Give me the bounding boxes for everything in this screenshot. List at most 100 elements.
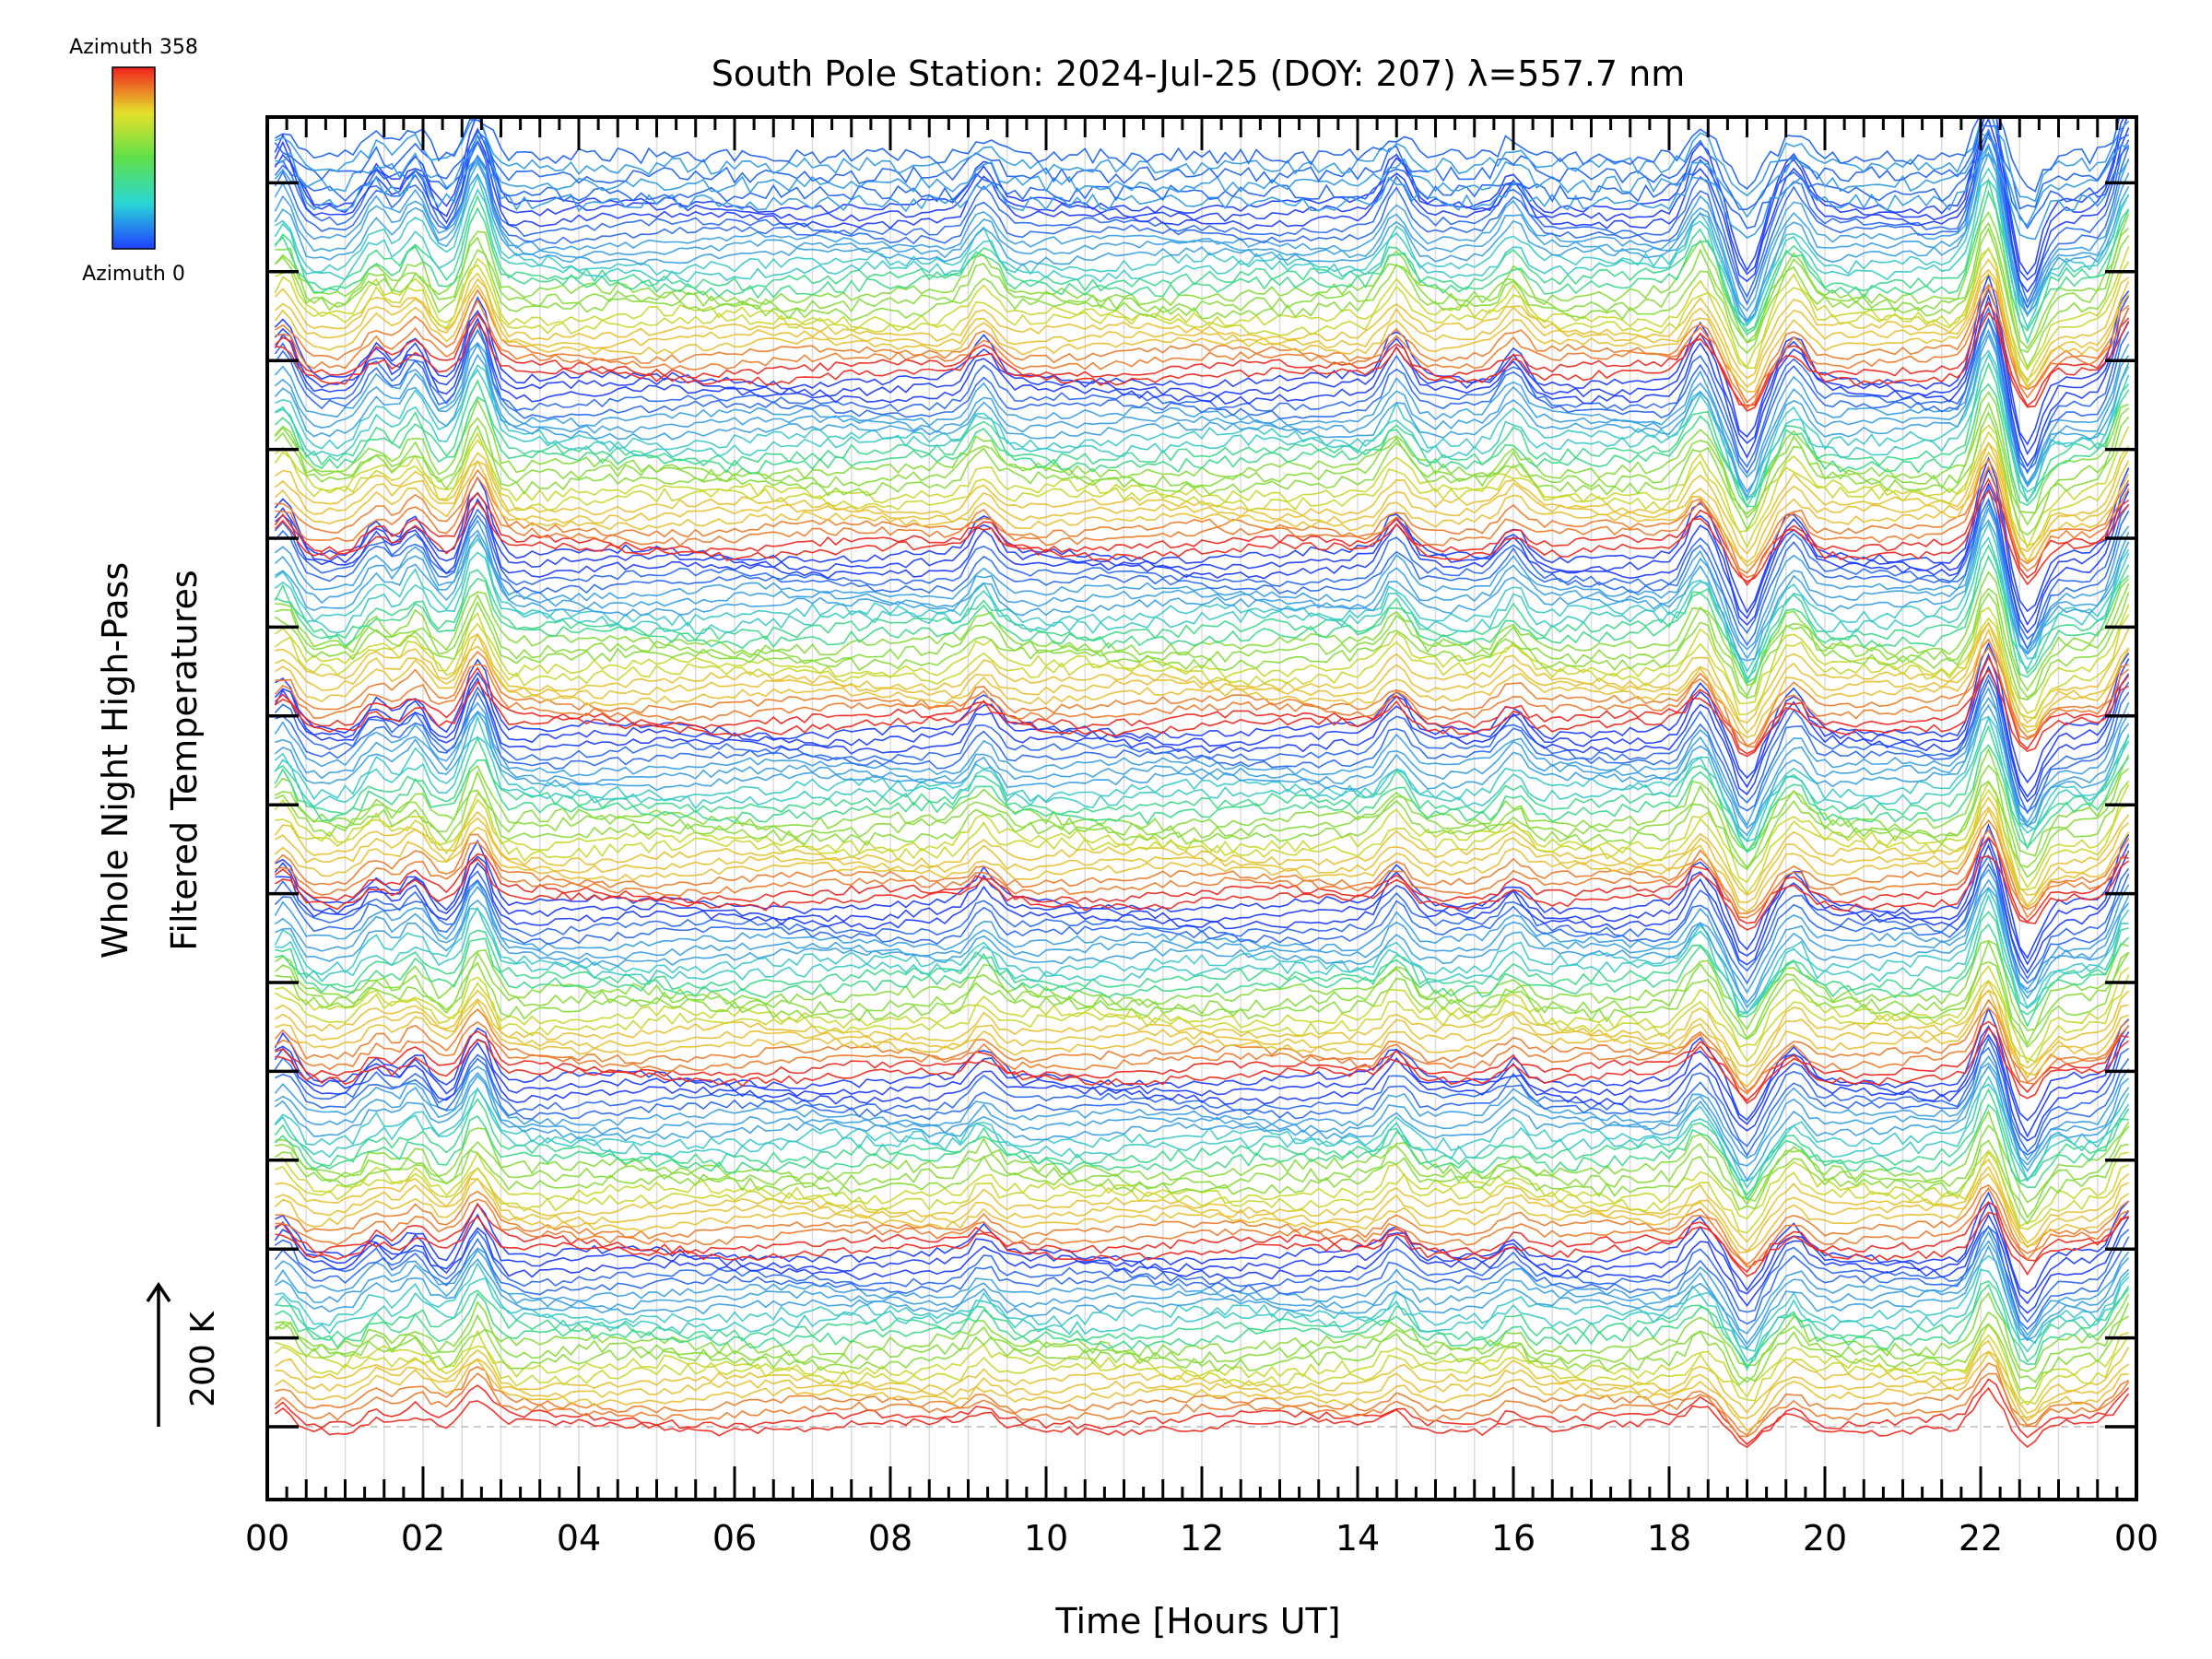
series-line [274,1088,2130,1196]
x-tick-label: 18 [1647,1518,1691,1559]
series-line [274,1103,2129,1202]
series-line [274,477,2130,586]
series-line [274,482,2130,634]
series-line [275,465,2130,579]
series-line [275,1186,2129,1268]
series-line [274,451,2130,568]
series-line [274,1054,2130,1161]
series-line [274,939,2130,1046]
series-line [274,144,2130,323]
series-line [274,177,2130,333]
series-line [275,1350,2130,1422]
series-line [274,1350,2129,1432]
series-line [274,1172,2130,1253]
series-line [274,714,2130,842]
series-line [274,747,2130,857]
series-line [275,1362,2129,1437]
series-line [275,285,2130,409]
series-line [275,117,2130,203]
series-line [274,744,2130,853]
series-line [274,486,2130,641]
series-line [275,843,2130,974]
series-line [275,638,2129,747]
series-line [274,189,2130,345]
series-line [274,152,2130,241]
series-line [274,853,2130,981]
x-tick-label: 16 [1491,1518,1535,1559]
series-line [274,441,2130,556]
x-tick-label: 00 [2114,1518,2159,1559]
series-line [274,352,2130,503]
series-line [274,283,2130,404]
x-tick-label: 06 [712,1518,757,1559]
series-line [274,333,2130,499]
series-line [274,258,2130,382]
series-line [274,1230,2130,1336]
chart-title: South Pole Station: 2024-Jul-25 (DOY: 20… [712,53,1686,94]
series-line [274,887,2130,1016]
series-line [274,1268,2130,1362]
series-line [275,989,2129,1088]
series-line [274,1244,2130,1350]
series-line [274,1139,2129,1226]
series-line [274,614,2130,720]
axes [265,115,2138,1501]
series-line [274,1037,2130,1154]
series-line [274,868,2130,994]
y-axis-label-line2: Filtered Temperatures [164,570,205,950]
series-line [274,288,2130,456]
series-line [274,1226,2130,1324]
series-line [274,317,2130,475]
x-tick-label: 00 [245,1518,289,1559]
series-line [274,430,2130,549]
series-line [274,862,2130,985]
series-line [274,246,2130,384]
series-line [275,1201,2129,1274]
series-line [275,554,2130,685]
series-line [275,1020,2129,1102]
series-line [275,1165,2129,1253]
x-tick-label: 10 [1024,1518,1068,1559]
series-line [274,796,2130,897]
series-line [275,621,2130,735]
series-line [274,1334,2130,1406]
series-line [274,227,2130,369]
series-line [275,1158,2130,1244]
scale-bar-label: 200 K [184,1311,222,1407]
series-line [275,828,2130,919]
series-line [275,964,2130,1065]
series-line [274,673,2130,815]
series-line [274,1315,2129,1392]
series-line [275,1026,2130,1105]
series-line [275,1025,2130,1138]
x-tick-label: 20 [1803,1518,1847,1559]
series-line [275,1124,2130,1219]
series-line [274,1224,2130,1331]
series-line [274,1006,2130,1095]
series-line [275,823,2130,959]
x-tick-label: 14 [1335,1518,1380,1559]
colorbar-min-label: Azimuth 0 [82,263,185,286]
series-line [275,117,2121,193]
series-line [274,167,2130,326]
series-line [274,668,2129,758]
series-line [274,272,2130,393]
series-line [274,535,2130,680]
series-line [274,128,2130,304]
series-line [274,151,2130,324]
series-line [274,703,2130,837]
series-line [274,221,2130,354]
colorbar: Azimuth 358 Azimuth 0 [69,36,198,286]
y-axis-label-line1: Whole Night High-Pass [95,562,135,959]
series-line [274,441,2130,564]
series-line [275,1302,2130,1383]
series-line [274,724,2130,853]
series-line [275,1254,2130,1352]
series-line [274,519,2130,662]
series-line [274,1006,2130,1122]
series-line [274,808,2130,913]
colorbar-gradient [112,66,156,250]
series-line [275,1280,2130,1368]
series-line [275,458,2130,574]
series-line [275,780,2130,878]
